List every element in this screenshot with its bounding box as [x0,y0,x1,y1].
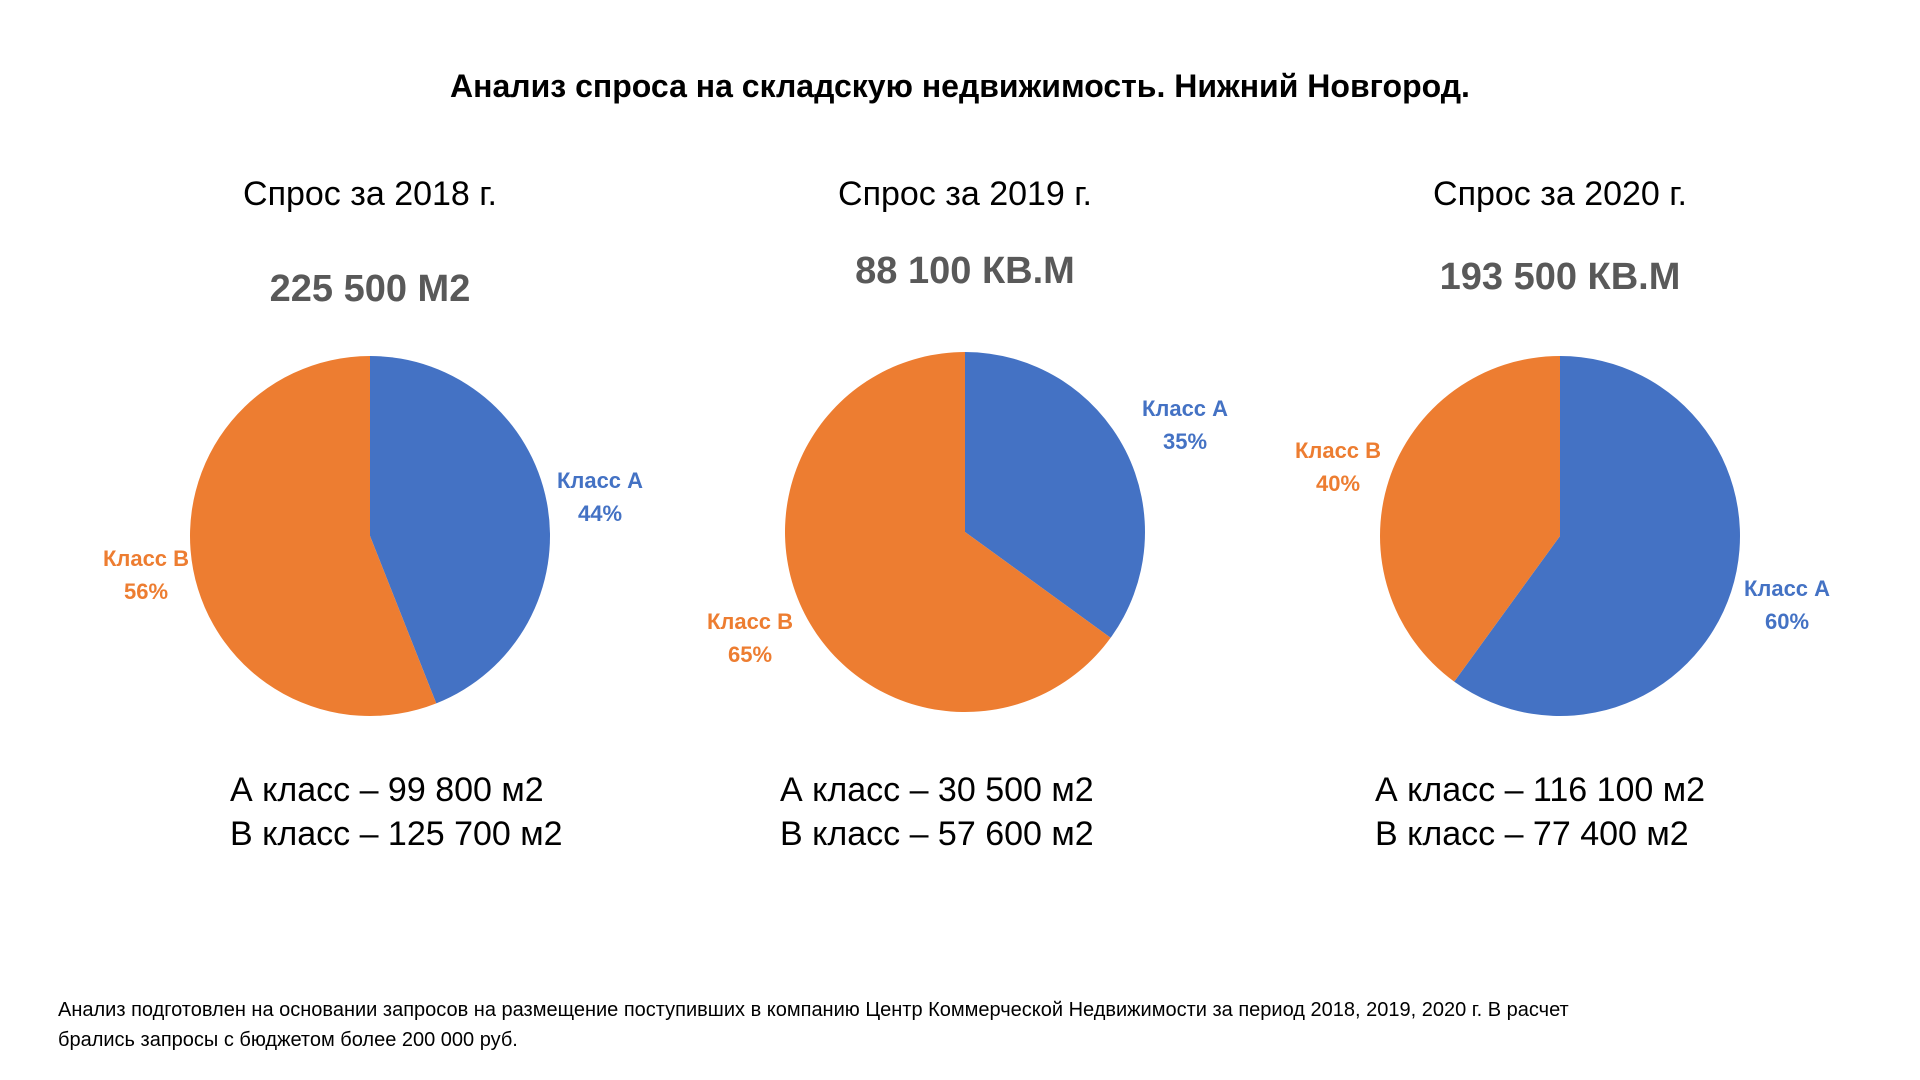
slices [189,356,550,716]
pie-panel-2020: Спрос за 2020 г. 193 500 КВ.М Класс А 60… [1260,0,1860,900]
class-a-line: А класс – 116 100 м2 [1375,771,1706,809]
slice-label-class-b-value: 65% [728,642,772,667]
class-breakdown-2018: А класс – 99 800 м2 В класс – 125 700 м2 [230,768,563,856]
pie-panel-2018: Спрос за 2018 г. 225 500 М2 Класс А 44% … [70,0,670,900]
slice-label-class-b-name: Класс В [103,546,189,571]
panel-total-2019: 88 100 КВ.М [855,250,1075,292]
slice-label-class-b-name: Класс В [707,609,793,634]
class-a-line: А класс – 30 500 м2 [780,771,1094,809]
pie-panel-2019: Спрос за 2019 г. 88 100 КВ.М Класс А 35%… [665,0,1265,900]
footnote: Анализ подготовлен на основании запросов… [58,995,1858,1055]
slices [785,352,1145,712]
pie-chart-2018: Класс А 44% Класс В 56% [103,356,643,716]
panel-title-2020: Спрос за 2020 г. [1433,175,1687,213]
pie-chart-2019: Класс А 35% Класс В 65% [707,352,1228,712]
pie-slice-class-b [189,356,437,716]
panel-title-2019: Спрос за 2019 г. [838,175,1092,213]
footnote-line-1: Анализ подготовлен на основании запросов… [58,999,1569,1021]
pie-slice-class-a [965,352,1145,638]
class-b-line: В класс – 125 700 м2 [230,815,563,853]
class-a-line: А класс – 99 800 м2 [230,771,544,809]
pie-chart-2020: Класс А 60% Класс В 40% [1295,356,1830,716]
main-title: Анализ спроса на складскую недвижимость.… [450,68,1470,104]
footnote-line-2: брались запросы с бюджетом более 200 000… [58,1029,518,1051]
panel-title-2018: Спрос за 2018 г. [243,175,497,213]
slice-label-class-b-value: 56% [124,579,168,604]
slice-label-class-a-name: Класс А [1142,396,1228,421]
panel-total-2018: 225 500 М2 [269,268,471,310]
pie-slice-class-b [1380,356,1560,682]
slice-label-class-a-value: 44% [578,501,622,526]
pie-slice-class-a [1454,356,1740,716]
slice-label-class-a-value: 60% [1765,609,1809,634]
class-b-line: В класс – 57 600 м2 [780,815,1094,853]
class-breakdown-2019: А класс – 30 500 м2 В класс – 57 600 м2 [780,768,1094,856]
slice-label-class-b-value: 40% [1316,471,1360,496]
pie-slice-class-a [370,356,550,704]
slice-label-class-a-name: Класс А [1744,576,1830,601]
slices [1380,356,1740,716]
pie-slice-class-b [785,352,1111,712]
class-breakdown-2020: А класс – 116 100 м2 В класс – 77 400 м2 [1375,768,1705,856]
slice-label-class-b-name: Класс В [1295,438,1381,463]
slice-label-class-a-name: Класс А [557,468,643,493]
class-b-line: В класс – 77 400 м2 [1375,815,1689,853]
slice-label-class-a-value: 35% [1163,429,1207,454]
panel-total-2020: 193 500 КВ.М [1439,256,1681,298]
